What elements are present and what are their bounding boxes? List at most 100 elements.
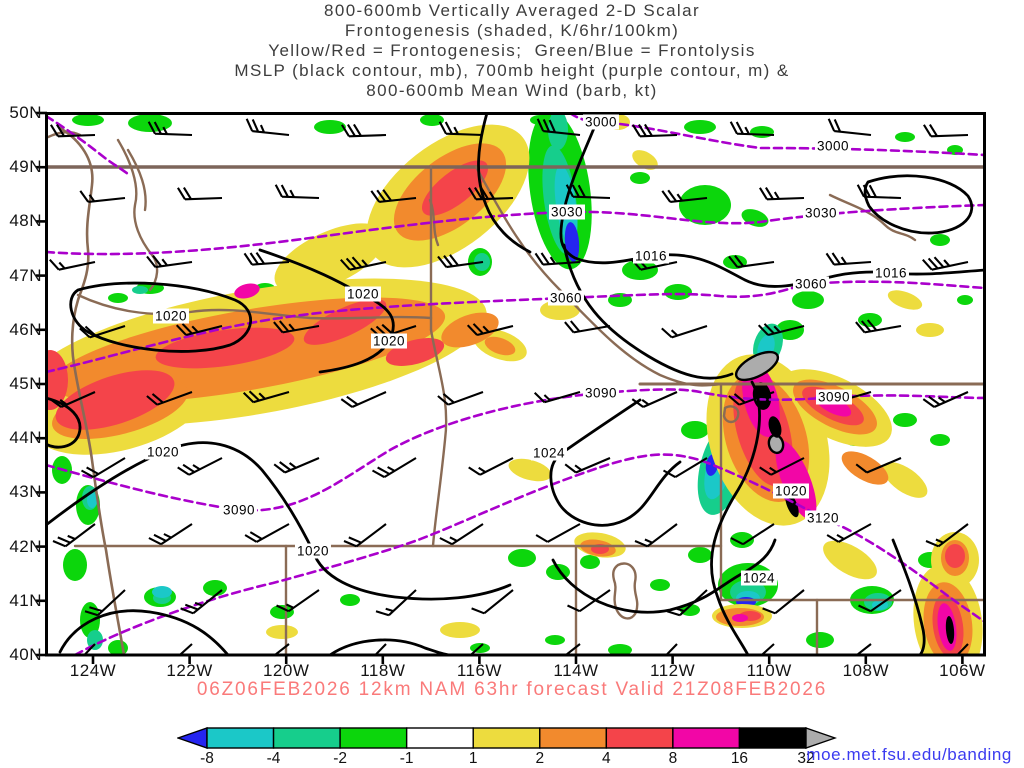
wind-barb xyxy=(536,118,581,137)
wind-barb xyxy=(437,391,484,406)
lon-label: 124W xyxy=(69,661,117,680)
wind-barb xyxy=(245,118,290,137)
wind-barb xyxy=(632,123,678,138)
wind-barb xyxy=(79,190,126,203)
title-block: 800-600mb Vertically Averaged 2-D Scalar… xyxy=(0,1,1024,101)
colorbar-segment xyxy=(672,727,741,749)
site-link[interactable]: moe.met.fsu.edu/banding xyxy=(806,745,1012,764)
colorbar-tick-label: 4 xyxy=(602,750,611,767)
wind-barb xyxy=(244,523,290,543)
wind-barb xyxy=(923,124,969,138)
lon-label: 116W xyxy=(456,661,502,680)
wind-barb xyxy=(439,523,484,546)
wind-barb xyxy=(438,121,484,137)
mslp-contours-layer xyxy=(47,114,984,654)
wind-barb xyxy=(341,123,387,138)
contour-label-3090: 3090 xyxy=(815,389,853,405)
wind-barb xyxy=(468,186,514,201)
wind-barb xyxy=(242,390,290,404)
wind-barb xyxy=(533,390,581,404)
contour-label-1024: 1024 xyxy=(740,570,778,586)
wind-barb xyxy=(375,589,417,617)
wind-barb xyxy=(179,643,193,654)
colorbar-tick-label: 8 xyxy=(668,750,678,767)
title-line-2: Frontogenesis (shaded, K/6hr/100km) xyxy=(344,21,680,40)
coastline xyxy=(58,126,126,654)
wind-barb xyxy=(728,391,775,406)
colorbar-segment xyxy=(539,727,608,749)
wind-barb xyxy=(566,643,581,654)
wind-barb xyxy=(761,643,775,654)
colorbar-tick-label: 16 xyxy=(730,750,749,767)
wind-barb xyxy=(370,189,417,203)
wind-barb xyxy=(147,121,193,137)
wind-barb xyxy=(762,589,805,615)
wind-barb xyxy=(855,319,902,334)
contour-label-1020: 1020 xyxy=(344,286,382,302)
title-line-3: Yellow/Red = Frontogenesis; Green/Blue =… xyxy=(268,41,756,60)
title-line-5: 800-600mb Mean Wind (barb, kt) xyxy=(366,81,658,100)
wind-barbs-layer xyxy=(49,118,969,654)
title-line-4: MSLP (black contour, mb), 700mb height (… xyxy=(234,61,790,80)
wind-barb xyxy=(534,252,581,266)
contour-label-3090: 3090 xyxy=(582,385,620,401)
colorbar xyxy=(177,727,837,749)
wind-barb xyxy=(825,252,872,266)
wind-barb xyxy=(468,457,514,476)
lat-label: 45N xyxy=(9,374,42,393)
colorbar-tick-label: -2 xyxy=(333,750,348,767)
contour-label-3000: 3000 xyxy=(814,138,852,154)
colorbar-below-arrow xyxy=(177,727,208,749)
contour-label-1020: 1020 xyxy=(152,308,190,324)
wind-barb xyxy=(666,643,678,654)
wind-barb xyxy=(729,121,775,137)
contour-label-1024: 1024 xyxy=(530,445,568,461)
colorbar-tick-label: 1 xyxy=(468,750,478,767)
lon-label: 114W xyxy=(553,661,599,680)
wind-barb xyxy=(49,391,96,408)
wind-barb xyxy=(661,325,708,339)
lat-label: 41N xyxy=(9,590,42,610)
wind-barb xyxy=(856,184,902,200)
wind-barb xyxy=(375,643,387,654)
lat-label: 42N xyxy=(9,536,42,556)
lat-label: 48N xyxy=(9,211,42,231)
wind-barb xyxy=(855,457,902,474)
wind-barb xyxy=(471,589,514,615)
contour-label-1020: 1020 xyxy=(772,483,810,499)
contour-label-1020: 1020 xyxy=(370,333,408,349)
wind-barb xyxy=(922,391,969,408)
wind-barb xyxy=(177,457,223,476)
wind-barb xyxy=(146,255,193,269)
wind-barb xyxy=(827,118,872,137)
wind-barb xyxy=(470,643,484,654)
contour-label-3030: 3030 xyxy=(802,205,840,221)
lat-label: 49N xyxy=(9,157,42,177)
wind-barb xyxy=(564,457,611,474)
wind-barb xyxy=(370,323,417,339)
contour-label-3030: 3030 xyxy=(548,204,586,220)
wind-barb xyxy=(858,589,902,613)
wind-barb xyxy=(146,391,193,406)
contour-label-1016: 1016 xyxy=(872,265,910,281)
wind-barb xyxy=(84,589,126,617)
colorbar-segment xyxy=(339,727,408,749)
wind-barb xyxy=(243,252,290,266)
colorbar-tick-label: -8 xyxy=(200,750,214,767)
contour-label-3120: 3120 xyxy=(804,510,842,526)
wind-barb xyxy=(535,523,581,543)
wind-barb xyxy=(175,323,223,337)
wind-barb xyxy=(661,189,708,203)
colorbar-segment xyxy=(472,727,541,749)
wind-barb xyxy=(273,457,320,474)
wind-barb xyxy=(340,391,387,408)
wind-barb xyxy=(273,320,320,334)
contour-label-1020: 1020 xyxy=(144,444,182,460)
wind-barb xyxy=(567,589,611,613)
wind-barb xyxy=(666,589,708,617)
wind-barb xyxy=(662,457,708,479)
wind-barb xyxy=(759,187,805,201)
wind-barb xyxy=(631,391,678,408)
